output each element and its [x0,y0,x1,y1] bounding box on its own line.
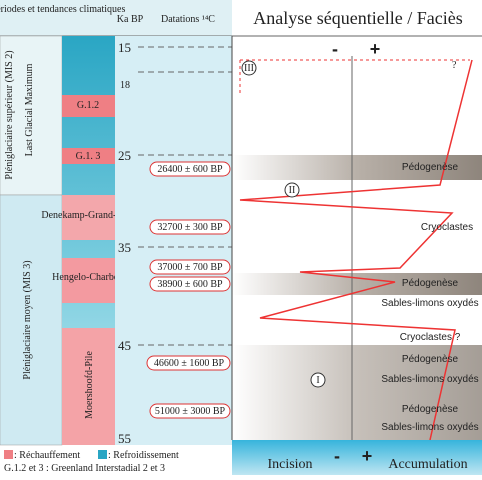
ka-bg [115,36,232,445]
minus: - [334,446,340,466]
stage-label: G.1.2 [77,100,99,111]
sequence-label: I [316,375,319,386]
legend-label: : Refroidissement [108,450,179,461]
date-label: 46600 ± 1600 BP [154,358,225,369]
date-label: 38900 ± 600 BP [157,279,223,290]
dashes [138,46,232,346]
header-dates: Datations ¹⁴C [161,14,215,25]
plus: + [362,446,373,466]
period-label: Pléniglaciaire supérieur (MIS 2) [4,50,15,179]
period-label: Pléniglaciaire moyen (MIS 3) [22,260,33,379]
date-label: 37000 ± 700 BP [157,262,223,273]
facies-label: Sables-limons oxydés [381,374,478,385]
incision: Incision [267,457,312,472]
accumulation: Accumulation [388,457,467,472]
warm-band [62,148,115,164]
facies-band [232,273,482,295]
legend-label: : Réchauffement [14,450,80,461]
facies-band [232,155,482,180]
warm-band [62,258,115,303]
warm-band [62,328,115,445]
stage-label: Denekamp-Grand-Bois [41,210,134,221]
header-analysis: Analyse séquentielle / Faciès [253,8,462,28]
facies-label: Cryoclastes ? [400,332,461,343]
period-box [0,194,63,446]
facies-label: Pédogenèse [402,162,459,173]
legend-note: G.1.2 et 3 : Greenland Interstadial 2 et… [4,463,165,474]
ka-tick: 55 [118,431,131,446]
ka-tick: 25 [118,148,131,163]
stage-label: Hengelo-Charbon [52,272,124,283]
ka-tick: 15 [118,40,131,55]
header-bg [0,0,232,36]
warm-band [62,195,115,240]
legend-swatch [98,450,107,459]
period-label: Last Glacial Maximum [24,63,35,156]
ka-tick: 18 [120,80,130,91]
date-label: 26400 ± 600 BP [157,164,223,175]
sequence-marker [241,60,257,76]
facies-label: Pédogenèse [402,278,459,289]
date-label: 32700 ± 300 BP [157,222,223,233]
question: ? [452,60,457,71]
warm-band [62,95,115,117]
stage-label: Moershoofd-Pile [84,351,95,419]
facies-label: Pédogenèse [402,404,459,415]
dates: 26400 ± 600 BP 32700 ± 300 BP 37000 ± 70… [146,161,231,419]
facies-label: Sables-limons oxydés [381,298,478,309]
ka-tick: 35 [118,240,131,255]
header-periods: Périodes et tendances climatiques [0,4,125,15]
bottom-band [232,440,482,475]
sequence-label: II [289,185,296,196]
date-label: 51000 ± 3000 BP [155,406,226,417]
facies-label: Cryoclastes [421,222,473,233]
minus: - [332,39,338,59]
stage-label: G.1. 3 [76,151,101,162]
sequence-marker [310,372,326,388]
facies: Pédogenèse Cryoclastes Pédogenèse Sables… [381,162,478,433]
sequence-curve [239,59,473,441]
legend-swatch [4,450,13,459]
header-ka: Ka BP [117,14,144,25]
sequence-label: III [244,63,254,74]
sequence-marker [284,182,300,198]
facies-label: Pédogenèse [402,354,459,365]
plus: + [370,39,381,59]
facies-label: Sables-limons oxydés [381,422,478,433]
ka-tick: 45 [118,338,131,353]
